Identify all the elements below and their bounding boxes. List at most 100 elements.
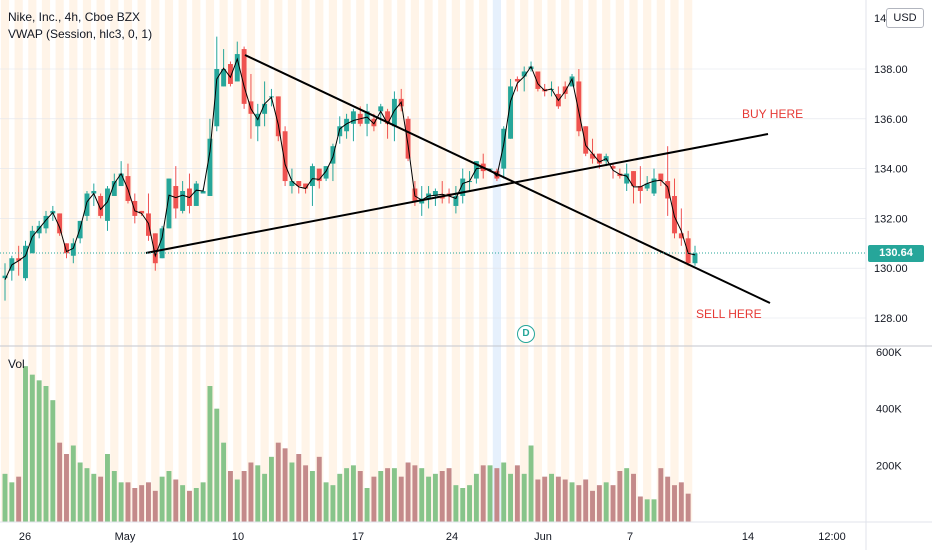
volume-bar xyxy=(166,471,172,522)
volume-bar xyxy=(139,485,145,522)
session-stripe xyxy=(629,0,638,522)
candle-body xyxy=(508,86,514,139)
grid-lines xyxy=(0,68,866,319)
candle-body xyxy=(316,168,322,182)
volume-bar xyxy=(357,471,363,522)
session-stripe xyxy=(96,0,105,522)
time-tick-label: 7 xyxy=(627,531,633,543)
volume-bar xyxy=(637,496,643,522)
session-stripe xyxy=(233,0,242,522)
time-tick-label: 26 xyxy=(19,531,31,543)
candle-body xyxy=(378,106,384,112)
candle-body xyxy=(159,228,165,259)
candle-body xyxy=(644,183,650,189)
session-stripe xyxy=(178,0,187,522)
volume-tick-label: 600K xyxy=(876,347,902,359)
indicator-legend[interactable]: VWAP (Session, hlc3, 0, 1) xyxy=(8,27,153,41)
session-stripe xyxy=(274,0,283,522)
symbol-legend[interactable]: Nike, Inc., 4h, Cboe BZX xyxy=(8,10,141,24)
candle-body xyxy=(43,215,49,229)
candle-body xyxy=(453,195,459,206)
session-stripe xyxy=(410,0,419,522)
volume-bar xyxy=(337,473,343,522)
volume-bar xyxy=(23,366,28,522)
candle-body xyxy=(200,191,206,194)
volume-bar xyxy=(665,476,671,522)
volume-bar xyxy=(364,488,370,522)
volume-bar xyxy=(43,386,49,522)
volume-bar xyxy=(98,476,104,522)
volume-bar xyxy=(207,386,213,522)
session-stripe xyxy=(328,0,338,522)
candle-body xyxy=(57,213,63,234)
session-stripe xyxy=(520,0,529,522)
trendline-resistance xyxy=(244,54,771,304)
volume-bar xyxy=(494,468,500,522)
volume-bar xyxy=(152,490,158,522)
candle-body xyxy=(36,225,42,234)
volume-bar xyxy=(84,468,90,522)
volume-bar xyxy=(268,456,274,522)
currency-button[interactable]: USD xyxy=(886,8,924,28)
volume-bar xyxy=(480,465,486,522)
session-stripe xyxy=(492,0,501,522)
volume-bar xyxy=(309,471,315,522)
session-stripe xyxy=(656,0,665,522)
candle-body xyxy=(193,183,199,206)
candle-body xyxy=(665,181,671,199)
candle-body xyxy=(583,126,589,154)
trendline-support xyxy=(145,133,769,254)
session-stripe xyxy=(219,0,228,522)
time-tick-label: 17 xyxy=(352,531,364,543)
candle-body xyxy=(692,253,698,264)
dividend-marker[interactable]: D xyxy=(517,325,535,343)
session-stripe xyxy=(643,0,652,522)
volume-bar xyxy=(678,482,684,522)
volume-bar xyxy=(651,499,657,522)
session-shading xyxy=(0,0,693,522)
candle-body xyxy=(309,166,315,187)
volume-bar xyxy=(562,479,568,522)
candle-body xyxy=(214,69,220,127)
sell-annotation: SELL HERE xyxy=(696,307,762,321)
session-stripe xyxy=(588,0,597,522)
candle-body xyxy=(16,258,22,261)
volume-bar xyxy=(330,485,336,522)
volume-bar xyxy=(193,488,199,522)
candle-body xyxy=(590,153,595,159)
session-stripe xyxy=(55,0,64,522)
session-stripe xyxy=(465,0,474,522)
volume-bar xyxy=(70,445,76,522)
candle-body xyxy=(637,186,643,192)
volume-bar xyxy=(624,468,630,522)
vwap-line xyxy=(4,57,696,281)
price-tick-label: 134.00 xyxy=(874,164,908,176)
session-stripe xyxy=(28,0,37,522)
price-tick-label: 132.00 xyxy=(874,213,908,225)
volume-bar xyxy=(125,482,131,522)
session-stripe xyxy=(260,0,269,522)
volume-bar xyxy=(685,493,691,522)
last-price-label: 130.64 xyxy=(868,245,924,262)
volume-axis: 200K 400K 600K xyxy=(876,347,902,472)
volume-bar xyxy=(596,485,602,522)
candle-body xyxy=(70,243,76,256)
session-stripe xyxy=(574,0,583,522)
volume-bar xyxy=(508,473,514,522)
volume-legend[interactable]: Vol xyxy=(8,357,25,371)
session-stripe xyxy=(110,0,119,522)
candle-body xyxy=(631,171,636,187)
session-stripe xyxy=(315,0,324,522)
volume-bar xyxy=(439,471,445,522)
session-stripe xyxy=(301,0,310,522)
time-tick-label: 24 xyxy=(446,531,458,543)
volume-bar xyxy=(262,473,268,522)
volume-bar xyxy=(159,476,165,522)
trendlines xyxy=(145,54,771,304)
buy-annotation: BUY HERE xyxy=(742,107,804,121)
candle-body xyxy=(501,128,507,169)
candle-body xyxy=(166,178,172,229)
candle-body xyxy=(207,138,213,196)
candle-body xyxy=(473,161,479,179)
